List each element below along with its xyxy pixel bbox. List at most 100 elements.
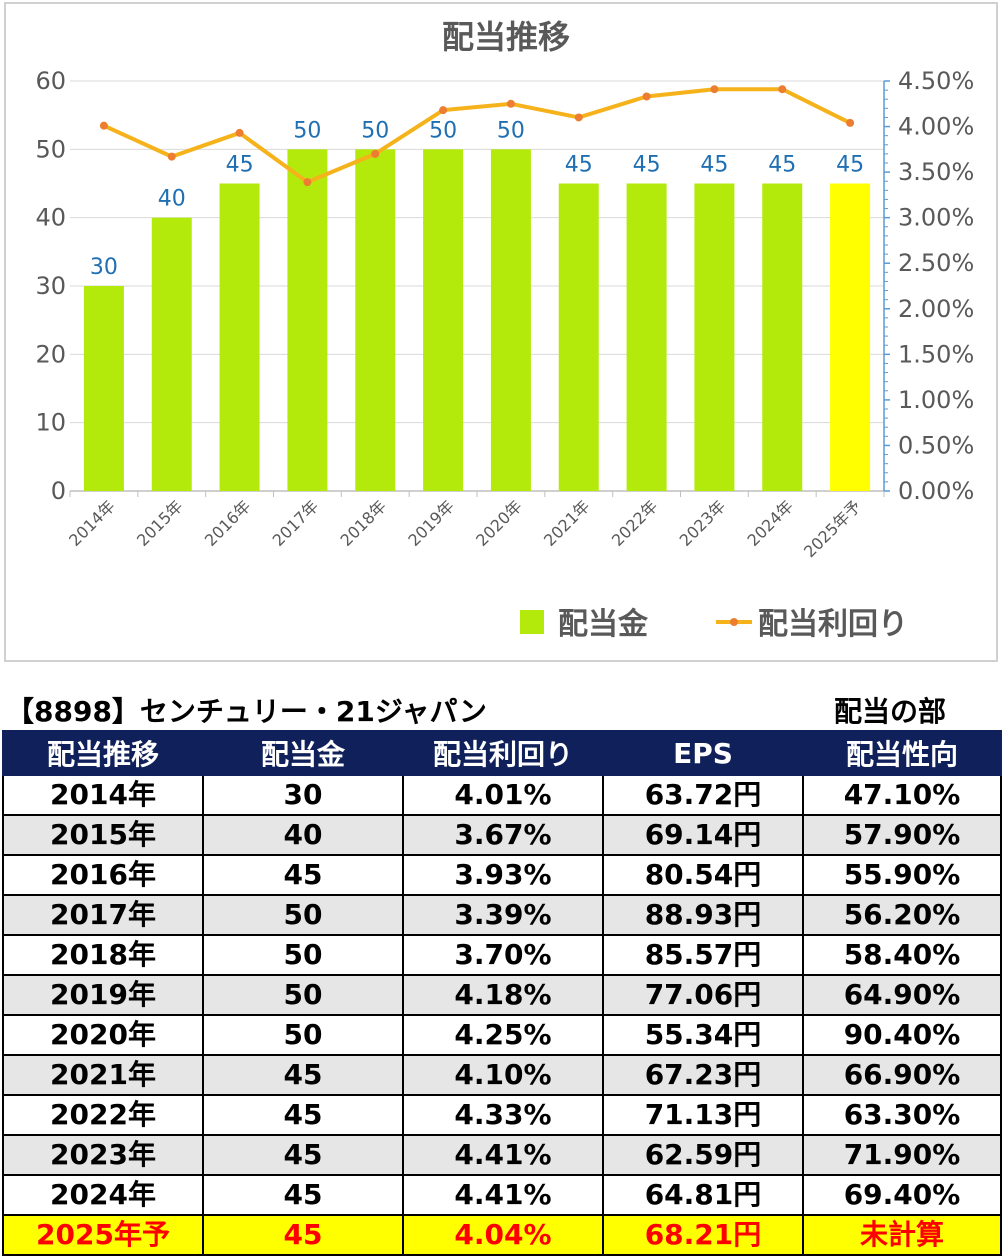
yield-point-2014年 — [99, 121, 108, 130]
bar-2019年 — [423, 149, 464, 492]
y-left-tick-label: 50 — [35, 135, 66, 163]
yield-point-2022年 — [642, 92, 651, 101]
bar-data-label: 40 — [158, 187, 186, 212]
table-cell: 80.54円 — [602, 854, 804, 896]
table-cell: 2023年 — [2, 1134, 204, 1176]
bar-2017年 — [287, 149, 328, 492]
table-row: 2018年 50 3.70% 85.57円 58.40% — [2, 934, 1002, 976]
table-row: 2020年 50 4.25% 55.34円 90.40% — [2, 1014, 1002, 1056]
yield-point-2018年 — [371, 149, 380, 158]
y-right-tick-label: 1.50% — [898, 340, 974, 368]
table-cell: 3.70% — [402, 934, 604, 976]
y-right-tick-label: 2.50% — [898, 249, 974, 277]
table-cell: 45 — [202, 1094, 404, 1136]
yield-point-2025年予 — [846, 118, 855, 127]
dividend-table: 配当推移 配当金 配当利回り EPS 配当性向 2014年 30 4.01% 63.72円 47… — [2, 730, 1002, 1256]
table-cell: 63.30% — [802, 1094, 1002, 1136]
y-left-tick-label: 60 — [35, 67, 66, 95]
table-header-cell: EPS — [602, 730, 804, 776]
bar-data-label: 50 — [497, 118, 525, 143]
table-cell: 50 — [202, 934, 404, 976]
x-tick-label: 2022年 — [608, 496, 662, 550]
table-cell: 58.40% — [802, 934, 1002, 976]
table-cell: 69.40% — [802, 1174, 1002, 1216]
bar-2021年 — [558, 183, 599, 491]
bar-2022年 — [626, 183, 667, 491]
bar-data-label: 50 — [293, 118, 321, 143]
y-left-tick-label: 30 — [35, 272, 66, 300]
table-cell: 45 — [202, 1174, 404, 1216]
x-tick-label: 2025年予 — [800, 496, 865, 561]
table-cell: 2022年 — [2, 1094, 204, 1136]
table-cell: 90.40% — [802, 1014, 1002, 1056]
company-title: 【8898】センチュリー・21ジャパン — [6, 695, 487, 728]
table-cell: 2018年 — [2, 934, 204, 976]
bar-2016年 — [219, 183, 260, 491]
table-cell: 71.13円 — [602, 1094, 804, 1136]
bar-2025年予 — [830, 183, 871, 491]
x-tick-label: 2020年 — [472, 496, 526, 550]
x-tick-label: 2021年 — [540, 496, 594, 550]
table-row: 2025年予 45 4.04% 68.21円 未計算 — [2, 1214, 1002, 1256]
table-cell: 40 — [202, 814, 404, 856]
yield-point-2015年 — [167, 152, 176, 161]
section-label: 配当の部 — [834, 695, 947, 728]
table-cell: 88.93円 — [602, 894, 804, 936]
yield-point-2017年 — [303, 178, 312, 187]
x-tick-label: 2023年 — [676, 496, 730, 550]
table-cell: 45 — [202, 854, 404, 896]
table-row: 2022年 45 4.33% 71.13円 63.30% — [2, 1094, 1002, 1136]
table-row: 2017年 50 3.39% 88.93円 56.20% — [2, 894, 1002, 936]
table-row: 2016年 45 3.93% 80.54円 55.90% — [2, 854, 1002, 896]
bar-2023年 — [694, 183, 735, 491]
bar-data-label: 45 — [633, 153, 661, 178]
yield-point-2020年 — [506, 99, 515, 108]
legend-bar-label: 配当金 — [558, 607, 649, 642]
table-cell: 4.10% — [402, 1054, 604, 1096]
table-cell: 4.33% — [402, 1094, 604, 1136]
chart-title: 配当推移 — [442, 18, 570, 56]
x-tick-label: 2015年 — [133, 496, 187, 550]
table-cell: 68.21円 — [602, 1214, 804, 1256]
table-cell: 45 — [202, 1134, 404, 1176]
yield-point-2016年 — [235, 128, 244, 137]
legend-line-marker — [730, 618, 738, 626]
yield-point-2024年 — [778, 85, 787, 94]
table-cell: 2016年 — [2, 854, 204, 896]
table-cell: 2021年 — [2, 1054, 204, 1096]
y-right-tick-label: 4.00% — [898, 113, 974, 141]
table-cell: 56.20% — [802, 894, 1002, 936]
table-header-row: 配当推移 配当金 配当利回り EPS 配当性向 — [2, 730, 1002, 776]
y-right-tick-label: 3.00% — [898, 204, 974, 232]
table-cell: 47.10% — [802, 774, 1002, 816]
table-cell: 4.41% — [402, 1174, 604, 1216]
bar-data-label: 45 — [565, 153, 593, 178]
table-cell: 64.81円 — [602, 1174, 804, 1216]
table-cell: 2015年 — [2, 814, 204, 856]
table-cell: 45 — [202, 1214, 404, 1256]
yield-point-2019年 — [439, 106, 448, 115]
table-row: 2015年 40 3.67% 69.14円 57.90% — [2, 814, 1002, 856]
x-tick-label: 2016年 — [201, 496, 255, 550]
table-cell: 50 — [202, 1014, 404, 1056]
table-cell: 2025年予 — [2, 1214, 204, 1256]
table-header-cell: 配当金 — [202, 730, 404, 776]
table-header-cell: 配当性向 — [802, 730, 1002, 776]
bar-2018年 — [355, 149, 396, 492]
table-row: 2024年 45 4.41% 64.81円 69.40% — [2, 1174, 1002, 1216]
bar-2015年 — [151, 217, 192, 491]
x-tick-label: 2014年 — [65, 496, 119, 550]
table-cell: 85.57円 — [602, 934, 804, 976]
table-cell: 3.39% — [402, 894, 604, 936]
y-right-tick-label: 1.00% — [898, 386, 974, 414]
table-cell: 57.90% — [802, 814, 1002, 856]
yield-line — [103, 87, 851, 185]
y-right-tick-label: 2.00% — [898, 295, 974, 323]
legend-bar-swatch — [520, 610, 544, 634]
table-cell: 50 — [202, 974, 404, 1016]
table-cell: 77.06円 — [602, 974, 804, 1016]
x-tick-label: 2019年 — [404, 496, 458, 550]
table-header-cell: 配当推移 — [2, 730, 204, 776]
table-row: 2019年 50 4.18% 77.06円 64.90% — [2, 974, 1002, 1016]
table-cell: 66.90% — [802, 1054, 1002, 1096]
